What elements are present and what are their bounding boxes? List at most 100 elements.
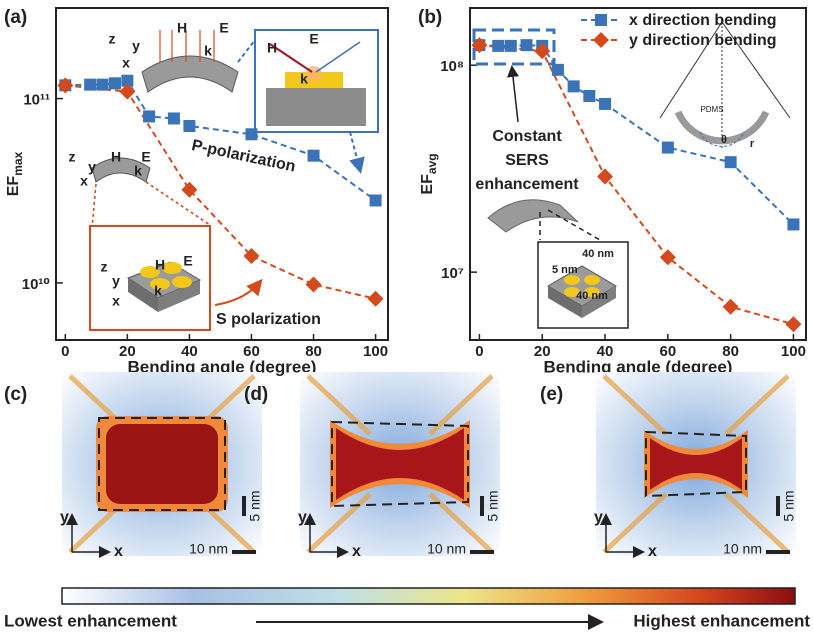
x-tick-label: 0 — [61, 343, 69, 360]
axis-label: y — [60, 509, 69, 526]
inset-beam — [315, 41, 361, 73]
inset-label: r — [750, 138, 755, 150]
marker-square — [520, 39, 533, 52]
inset-callout — [237, 39, 256, 63]
inset-label: z — [69, 149, 76, 165]
x-tick-label: 40 — [597, 343, 614, 360]
axis-label: x — [648, 543, 657, 560]
y-tick-label: 10⁷ — [441, 265, 464, 282]
marker-diamond — [659, 249, 676, 266]
inset-label: z — [101, 259, 108, 275]
panel-label: (b) — [418, 7, 442, 28]
marker-square — [307, 149, 320, 162]
inset-callout — [91, 181, 211, 229]
x-tick-label: 20 — [119, 343, 136, 360]
inset-sheet — [141, 55, 239, 93]
inset-hotspot — [584, 287, 600, 297]
inset-label: k — [154, 283, 162, 299]
y-tick-label: 10⁸ — [440, 58, 464, 75]
x-tick-label: 60 — [659, 343, 676, 360]
inset-hotspot — [150, 278, 170, 290]
x-axis-label: Bending angle (degree) — [544, 357, 733, 376]
scale-bar — [776, 496, 780, 516]
field-core — [650, 438, 742, 490]
scale-bar — [242, 496, 246, 516]
legend-label: x direction bending — [629, 12, 777, 29]
inset-label: y — [132, 38, 140, 54]
annotation: enhancement — [475, 176, 579, 193]
inset-arc — [699, 131, 745, 147]
field-outline — [645, 430, 747, 498]
inset-sheet — [91, 157, 151, 183]
inset-label: H — [177, 20, 187, 36]
inset-chip-side — [128, 278, 158, 312]
scale-label: 10 nm — [189, 541, 228, 557]
inset-label: PDMS — [700, 105, 723, 114]
y-axis-label-sub: avg — [425, 153, 439, 174]
legend-label: y direction bending — [629, 32, 777, 49]
y-axis-label-sub: max — [11, 151, 25, 175]
plot-frame — [469, 7, 807, 341]
inset-hotspot — [172, 276, 192, 288]
scale-label: 10 nm — [723, 541, 762, 557]
marker-square — [583, 89, 596, 102]
inset-label: E — [141, 149, 150, 165]
inset-hotspot — [564, 287, 580, 297]
x-tick-label: 80 — [722, 343, 739, 360]
legend-marker — [593, 32, 609, 48]
marker-square — [724, 156, 737, 169]
y-tick-label: 10¹⁰ — [22, 276, 50, 293]
colorbar — [61, 587, 796, 605]
arrow — [507, 65, 519, 123]
axis-label: y — [594, 509, 603, 526]
inset-hotspot — [564, 275, 580, 285]
inset-label: k — [204, 43, 212, 59]
series-line — [65, 84, 376, 300]
marker-diamond — [534, 43, 551, 60]
marker-square — [661, 141, 674, 154]
legend-marker — [595, 14, 607, 26]
inset-label: k — [134, 163, 142, 179]
inset-label: θ — [721, 134, 727, 146]
annotation: Constant — [492, 128, 562, 145]
marker-square — [121, 74, 134, 87]
axis-label: x — [352, 543, 361, 560]
highlight-box — [472, 28, 556, 66]
scale-label: 10 nm — [427, 541, 466, 557]
y-axis-label: EFmax — [5, 151, 25, 196]
inset-label: 40 nm — [582, 248, 614, 260]
marker-diamond — [471, 37, 488, 54]
marker-diamond — [597, 168, 614, 185]
scale-label: 5 nm — [485, 490, 501, 521]
inset-cone — [659, 21, 791, 119]
inset-label: x — [122, 55, 130, 71]
x-tick-label: 20 — [534, 343, 551, 360]
inset-label: 5 nm — [552, 264, 578, 276]
panel-label: (c) — [4, 384, 27, 405]
marker-square — [369, 194, 382, 207]
inset-label: E — [219, 20, 228, 36]
field-core — [336, 428, 464, 500]
plot-frame — [55, 7, 389, 341]
inset-chip-side — [548, 286, 582, 318]
marker-diamond — [57, 77, 74, 94]
x-tick-label: 60 — [243, 343, 260, 360]
marker-square — [245, 128, 258, 141]
marker-square — [599, 97, 612, 110]
series-label: P-polarization — [190, 137, 297, 176]
inset-label: H — [267, 40, 277, 56]
marker-square — [567, 80, 580, 93]
inset-label: y — [112, 273, 120, 289]
marker-diamond — [181, 181, 198, 198]
field-core — [106, 424, 218, 504]
y-axis-label-main: EF — [419, 174, 436, 195]
inset-label: y — [88, 159, 96, 175]
marker-square — [183, 119, 196, 132]
inset-label: 40 nm — [576, 290, 608, 302]
inset-substrate — [266, 88, 366, 126]
y-axis-label: EFavg — [419, 153, 439, 194]
x-tick-label: 0 — [475, 343, 483, 360]
panel-label: (e) — [540, 384, 563, 405]
inset-beam — [269, 43, 313, 73]
